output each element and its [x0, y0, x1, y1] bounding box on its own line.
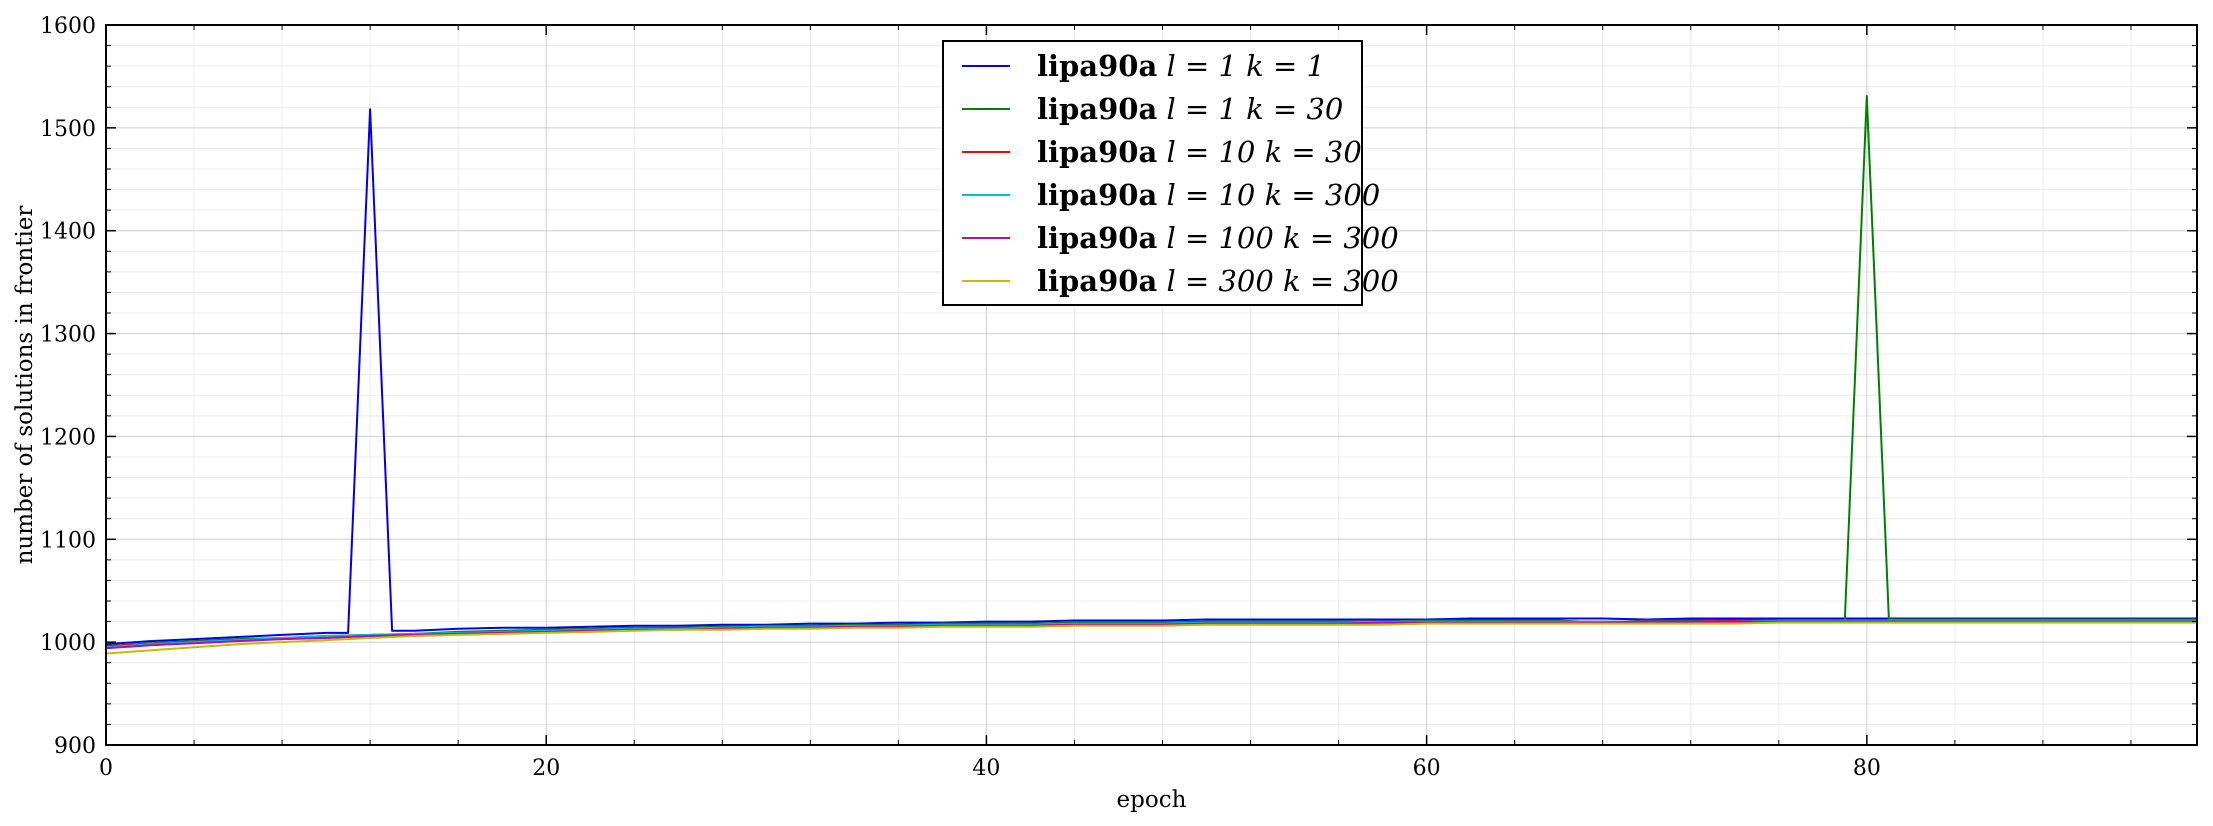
y-tick-label: 1400 — [40, 220, 96, 245]
legend-label-prefix: lipa90a — [1037, 92, 1157, 126]
x-tick-label: 80 — [1853, 756, 1881, 781]
legend-label-prefix: lipa90a — [1037, 264, 1157, 298]
legend-box — [942, 40, 1363, 306]
series-line-1 — [105, 108, 2197, 646]
x-tick-label: 20 — [532, 756, 560, 781]
legend-label: lipa90a l = 10 k = 30 — [1037, 135, 1362, 169]
y-tick-label: 1300 — [40, 323, 96, 348]
legend-label-math: l = 1 k = 1 — [1157, 49, 1325, 83]
y-tick-label: 1000 — [40, 631, 96, 656]
legend-label-math: l = 300 k = 300 — [1157, 264, 1398, 298]
x-tick-label: 40 — [972, 756, 1000, 781]
x-tick-label: 0 — [99, 756, 113, 781]
legend-label-prefix: lipa90a — [1037, 221, 1157, 255]
y-tick-label: 1500 — [40, 117, 96, 142]
legend-label-math: l = 10 k = 30 — [1157, 135, 1362, 169]
x-tick-label: 60 — [1413, 756, 1441, 781]
legend-label-prefix: lipa90a — [1037, 178, 1157, 212]
series-lines — [105, 95, 2197, 655]
y-tick-label: 900 — [54, 734, 96, 759]
y-axis-title: number of solutions in frontier — [12, 206, 38, 565]
y-tick-label: 1600 — [40, 14, 96, 39]
legend-label-math: l = 1 k = 30 — [1157, 92, 1343, 126]
tick-labels: 0 20 40 60 80 900 1000 1100 1200 1300 1400 1500 1600 — [40, 14, 1881, 781]
legend-label: lipa90a l = 1 k = 30 — [1037, 92, 1343, 126]
legend-label-prefix: lipa90a — [1037, 49, 1157, 83]
legend-label: lipa90a l = 300 k = 300 — [1037, 264, 1399, 298]
legend-label-math: l = 10 k = 300 — [1157, 178, 1380, 212]
y-tick-label: 1100 — [40, 528, 96, 553]
legend-label: lipa90a l = 1 k = 1 — [1037, 49, 1325, 83]
legend-label: lipa90a l = 10 k = 300 — [1037, 178, 1380, 212]
legend-label-prefix: lipa90a — [1037, 135, 1157, 169]
legend-label-math: l = 100 k = 300 — [1157, 221, 1398, 255]
legend-label: lipa90a l = 100 k = 300 — [1037, 221, 1399, 255]
axis-ticks — [105, 24, 2197, 746]
y-tick-label: 1200 — [40, 425, 96, 450]
plot-area-frame — [105, 24, 2198, 746]
series-line-6 — [105, 621, 2197, 655]
x-axis-title: epoch — [1117, 787, 1187, 813]
